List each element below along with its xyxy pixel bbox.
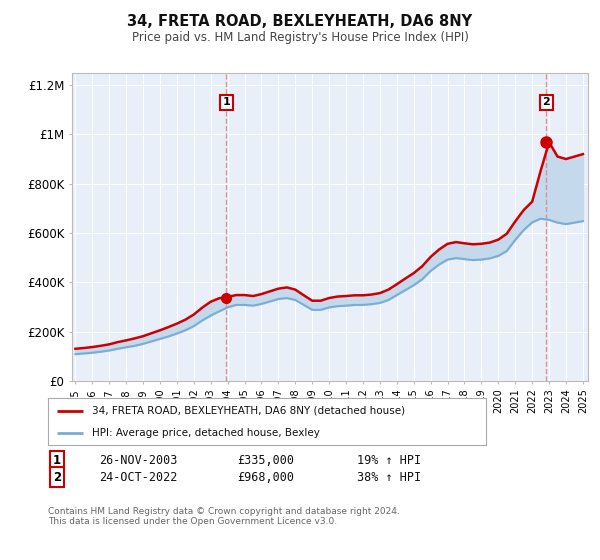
Text: 19% ↑ HPI: 19% ↑ HPI <box>357 454 421 467</box>
Text: 34, FRETA ROAD, BEXLEYHEATH, DA6 8NY (detached house): 34, FRETA ROAD, BEXLEYHEATH, DA6 8NY (de… <box>92 406 405 416</box>
Text: HPI: Average price, detached house, Bexley: HPI: Average price, detached house, Bexl… <box>92 428 320 438</box>
Text: 24-OCT-2022: 24-OCT-2022 <box>99 470 178 484</box>
Text: 1: 1 <box>53 454 61 467</box>
Text: 38% ↑ HPI: 38% ↑ HPI <box>357 470 421 484</box>
Text: 34, FRETA ROAD, BEXLEYHEATH, DA6 8NY: 34, FRETA ROAD, BEXLEYHEATH, DA6 8NY <box>127 14 473 29</box>
Text: 26-NOV-2003: 26-NOV-2003 <box>99 454 178 467</box>
Text: Contains HM Land Registry data © Crown copyright and database right 2024.
This d: Contains HM Land Registry data © Crown c… <box>48 507 400 526</box>
Text: 2: 2 <box>542 97 550 108</box>
Text: 2: 2 <box>53 470 61 484</box>
Text: £968,000: £968,000 <box>237 470 294 484</box>
Text: 1: 1 <box>223 97 230 108</box>
Text: Price paid vs. HM Land Registry's House Price Index (HPI): Price paid vs. HM Land Registry's House … <box>131 31 469 44</box>
Text: £335,000: £335,000 <box>237 454 294 467</box>
